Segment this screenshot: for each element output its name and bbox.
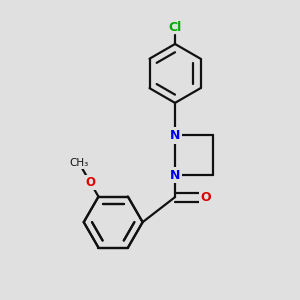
Text: CH₃: CH₃: [70, 158, 89, 169]
Text: Cl: Cl: [168, 21, 182, 34]
Text: N: N: [170, 129, 180, 142]
Text: O: O: [201, 190, 211, 204]
Text: N: N: [170, 169, 180, 182]
Text: O: O: [85, 176, 95, 189]
